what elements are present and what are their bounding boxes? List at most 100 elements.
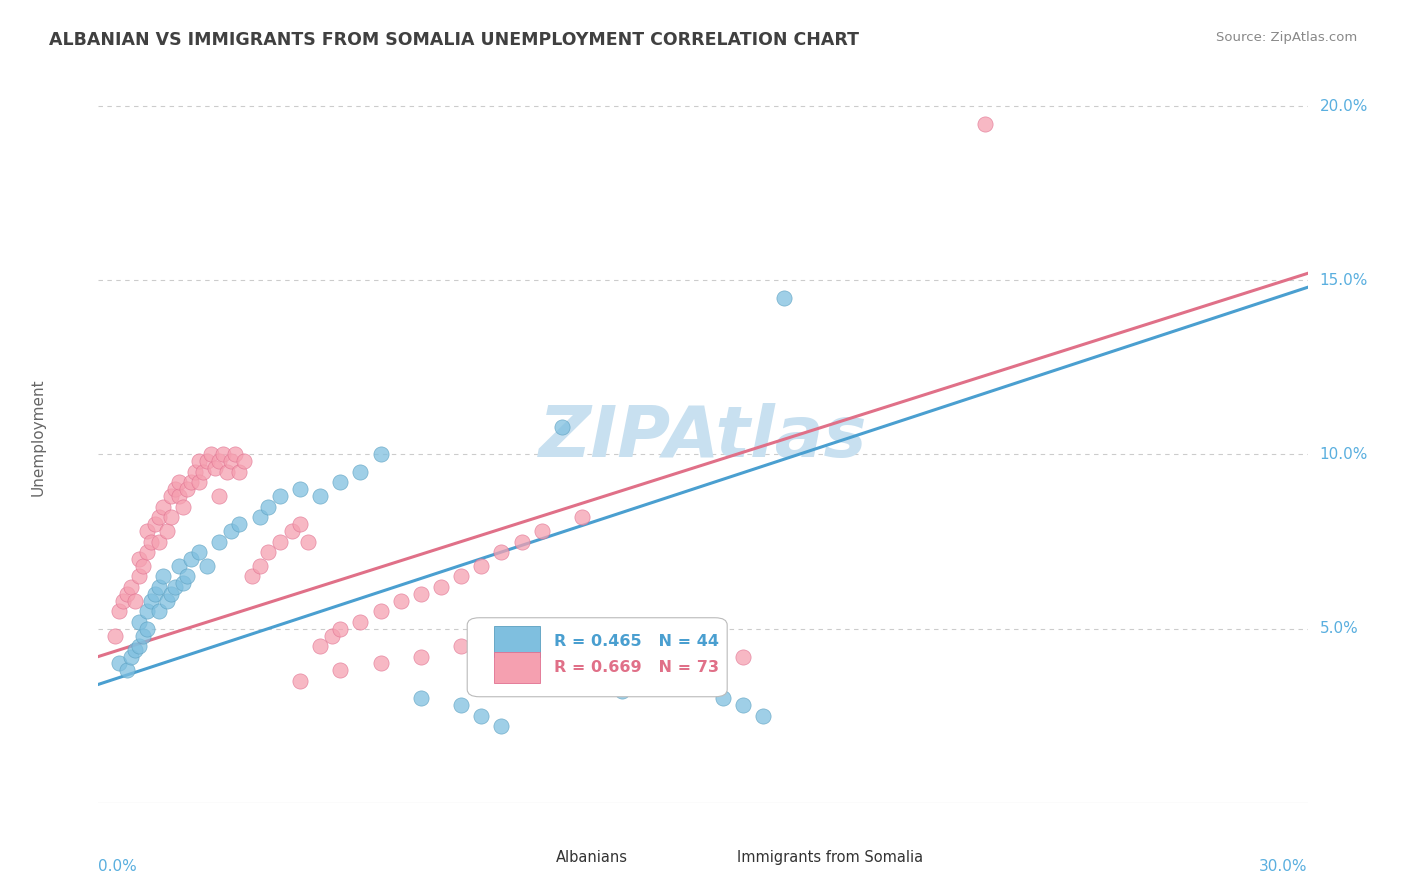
Point bbox=[409, 691, 432, 706]
Point bbox=[269, 534, 291, 549]
Point bbox=[139, 594, 162, 608]
Point bbox=[163, 580, 186, 594]
Point bbox=[651, 649, 673, 664]
Point bbox=[281, 524, 304, 538]
Point bbox=[470, 558, 492, 573]
Point bbox=[195, 454, 218, 468]
FancyBboxPatch shape bbox=[522, 847, 546, 869]
Point bbox=[160, 587, 183, 601]
Point bbox=[269, 489, 291, 503]
Text: R = 0.465   N = 44: R = 0.465 N = 44 bbox=[554, 634, 720, 649]
Point bbox=[135, 524, 157, 538]
Point bbox=[115, 587, 138, 601]
Point bbox=[450, 569, 472, 583]
Point bbox=[128, 552, 150, 566]
Point bbox=[256, 545, 278, 559]
Point bbox=[188, 545, 211, 559]
Point bbox=[135, 604, 157, 618]
Point bbox=[148, 604, 170, 618]
Point bbox=[249, 510, 271, 524]
Point bbox=[184, 465, 207, 479]
Point bbox=[124, 642, 146, 657]
Point bbox=[349, 615, 371, 629]
Point bbox=[232, 454, 254, 468]
Point bbox=[510, 534, 533, 549]
Point bbox=[329, 664, 352, 678]
Point bbox=[172, 576, 194, 591]
Point bbox=[167, 558, 190, 573]
Point bbox=[450, 639, 472, 653]
Point bbox=[148, 534, 170, 549]
Point bbox=[772, 291, 794, 305]
Point bbox=[107, 657, 129, 671]
Point bbox=[148, 510, 170, 524]
Point bbox=[612, 684, 634, 698]
Text: 20.0%: 20.0% bbox=[1320, 99, 1368, 113]
Point bbox=[491, 719, 513, 733]
Point bbox=[107, 604, 129, 618]
Point bbox=[188, 454, 211, 468]
Point bbox=[450, 698, 472, 713]
Point bbox=[120, 580, 142, 594]
Point bbox=[188, 475, 211, 490]
Point bbox=[128, 639, 150, 653]
Point bbox=[571, 510, 593, 524]
Point bbox=[160, 489, 183, 503]
Point bbox=[163, 483, 186, 497]
Point bbox=[349, 465, 371, 479]
Point bbox=[208, 534, 231, 549]
Text: Unemployment: Unemployment bbox=[31, 378, 45, 496]
Point bbox=[470, 708, 492, 723]
Text: 30.0%: 30.0% bbox=[1260, 858, 1308, 873]
Text: R = 0.669   N = 73: R = 0.669 N = 73 bbox=[554, 660, 720, 675]
Text: 0.0%: 0.0% bbox=[98, 858, 138, 873]
Point bbox=[491, 629, 513, 643]
FancyBboxPatch shape bbox=[494, 652, 540, 683]
Point bbox=[132, 629, 155, 643]
Point bbox=[208, 489, 231, 503]
Point bbox=[288, 673, 311, 688]
Point bbox=[156, 524, 179, 538]
Text: ZIPAtlas: ZIPAtlas bbox=[538, 402, 868, 472]
Text: Source: ZipAtlas.com: Source: ZipAtlas.com bbox=[1216, 31, 1357, 45]
Point bbox=[180, 475, 202, 490]
Point bbox=[288, 483, 311, 497]
Point bbox=[135, 622, 157, 636]
Point bbox=[148, 580, 170, 594]
Point bbox=[974, 117, 997, 131]
Point bbox=[321, 629, 343, 643]
Text: Immigrants from Somalia: Immigrants from Somalia bbox=[737, 850, 922, 865]
Point bbox=[208, 454, 231, 468]
Text: Albanians: Albanians bbox=[555, 850, 627, 865]
Point bbox=[530, 622, 553, 636]
Point bbox=[204, 461, 226, 475]
Point bbox=[120, 649, 142, 664]
Point bbox=[139, 534, 162, 549]
Point bbox=[115, 664, 138, 678]
Point bbox=[733, 649, 755, 664]
Point bbox=[176, 569, 198, 583]
Point bbox=[551, 419, 574, 434]
Point bbox=[409, 649, 432, 664]
Point bbox=[389, 594, 412, 608]
Point bbox=[329, 622, 352, 636]
Point bbox=[176, 483, 198, 497]
Point bbox=[160, 510, 183, 524]
Point bbox=[228, 465, 250, 479]
Text: 15.0%: 15.0% bbox=[1320, 273, 1368, 288]
Point bbox=[167, 475, 190, 490]
Point bbox=[692, 657, 714, 671]
Point bbox=[711, 691, 734, 706]
Point bbox=[752, 708, 775, 723]
Point bbox=[228, 517, 250, 532]
Point bbox=[409, 587, 432, 601]
Point bbox=[135, 545, 157, 559]
Point bbox=[193, 465, 215, 479]
Point bbox=[103, 629, 125, 643]
Point bbox=[180, 552, 202, 566]
Point bbox=[195, 558, 218, 573]
Point bbox=[212, 448, 235, 462]
Point bbox=[329, 475, 352, 490]
Point bbox=[297, 534, 319, 549]
FancyBboxPatch shape bbox=[703, 847, 727, 869]
